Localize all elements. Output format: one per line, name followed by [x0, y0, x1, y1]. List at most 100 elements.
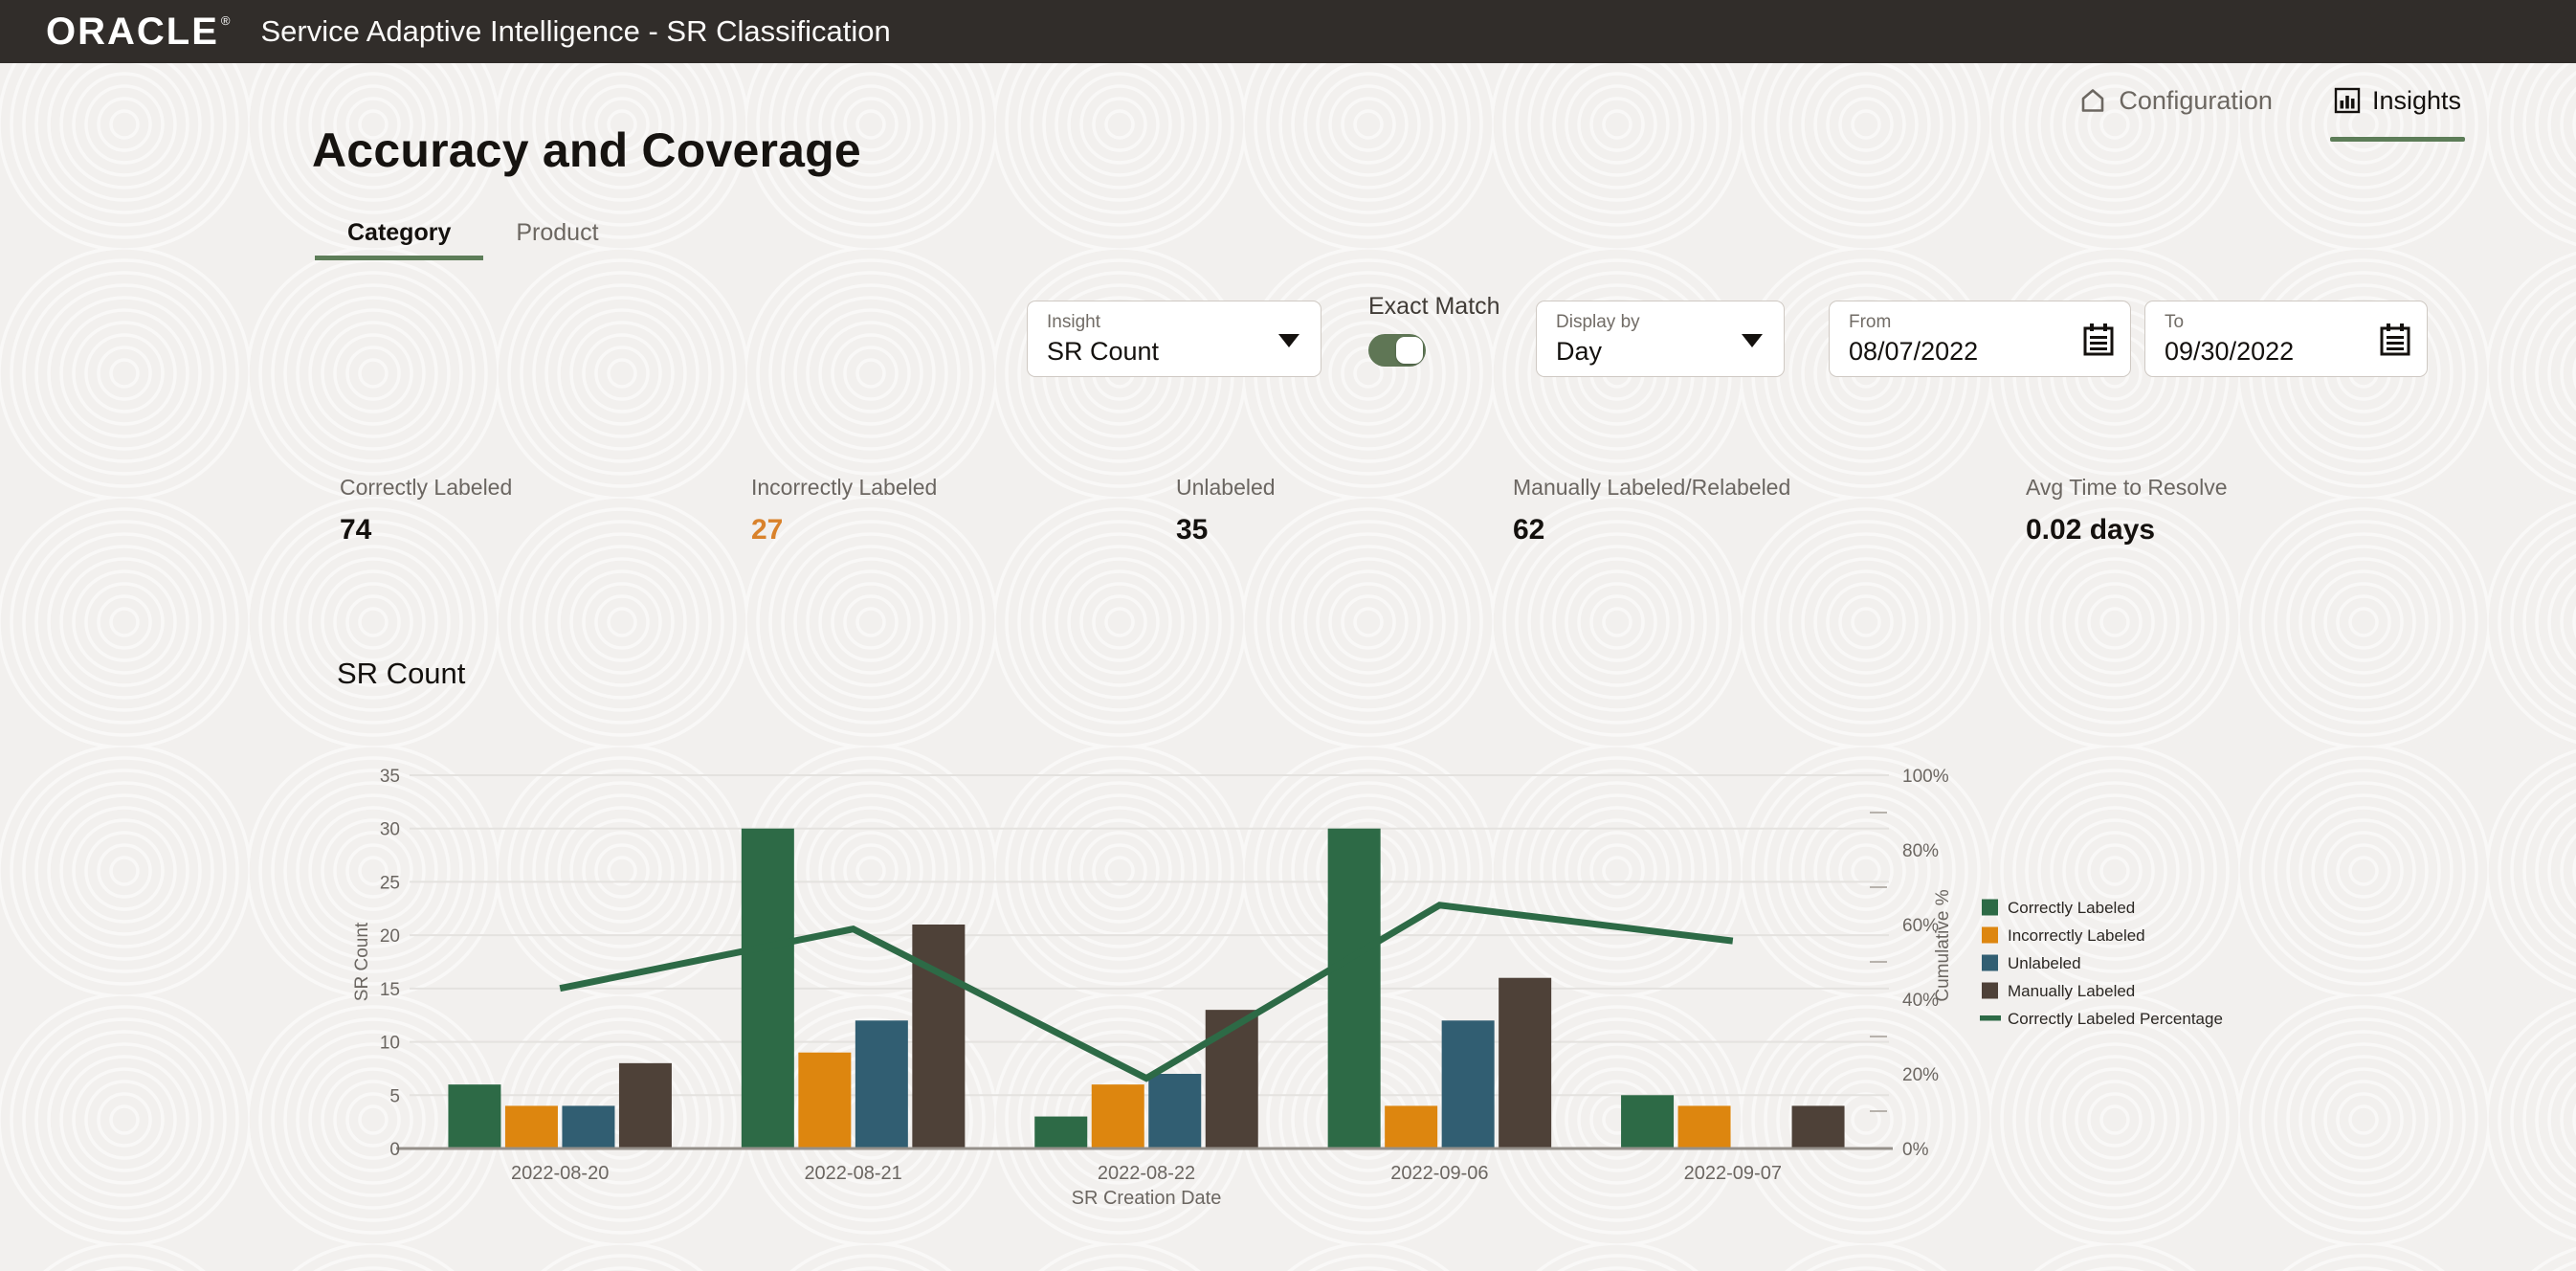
y-axis-right-tick-label: 20%	[1902, 1065, 1939, 1085]
legend-item-incorrectly-labeled[interactable]: Incorrectly Labeled	[2008, 926, 2145, 945]
y-axis-right-tick-label: 40%	[1902, 991, 1939, 1011]
bar-manually-labeled-2022-08-22[interactable]	[1205, 1010, 1258, 1148]
stat-label: Incorrectly Labeled	[751, 475, 938, 500]
bar-unlabeled-2022-09-06[interactable]	[1441, 1020, 1495, 1148]
from-date-field[interactable]: From 08/07/2022	[1829, 301, 2131, 377]
to-date-value: 09/30/2022	[2165, 337, 2295, 366]
bar-correctly-labeled-2022-08-20[interactable]	[448, 1084, 501, 1148]
x-axis-category-label: 2022-08-21	[804, 1163, 901, 1184]
stat-label: Manually Labeled/Relabeled	[1513, 475, 1791, 500]
display-by-label: Display by	[1556, 312, 1640, 332]
y-axis-left-tick-label: 15	[380, 980, 400, 1000]
insight-select[interactable]: Insight SR Count	[1027, 301, 1321, 377]
bar-chart-icon	[2334, 87, 2361, 114]
legend-swatch-correctly-labeled-percentage	[1980, 1015, 2001, 1021]
page-title: Accuracy and Coverage	[312, 123, 861, 177]
nav-active-underline	[2329, 137, 2465, 142]
tab-product[interactable]: Product	[483, 207, 631, 258]
app-header: ORACLE ® Service Adaptive Intelligence -…	[0, 0, 2576, 63]
home-icon	[2082, 89, 2104, 112]
bar-correctly-labeled-2022-09-06[interactable]	[1327, 828, 1381, 1148]
bar-incorrectly-labeled-2022-08-20[interactable]	[504, 1105, 558, 1148]
nav-configuration-label: Configuration	[2119, 85, 2273, 115]
nav-insights-label: Insights	[2371, 85, 2461, 115]
nav-configuration[interactable]: Configuration	[2078, 77, 2273, 124]
trend-line-correctly-labeled-percentage[interactable]	[559, 902, 1734, 1082]
app-title: Service Adaptive Intelligence - SR Class…	[260, 14, 891, 48]
stat-incorrectly-labeled: Incorrectly Labeled 27	[751, 475, 937, 546]
tab-category[interactable]: Category	[315, 207, 484, 260]
y-axis-right-tick-label: 100%	[1902, 767, 1949, 787]
to-date-label: To	[2165, 312, 2185, 332]
bar-manually-labeled-2022-08-21[interactable]	[912, 925, 966, 1148]
stat-value: 62	[1513, 514, 1545, 546]
exact-match-toggle[interactable]	[1368, 334, 1426, 367]
bar-incorrectly-labeled-2022-09-06[interactable]	[1385, 1105, 1438, 1148]
tab-active-underline	[315, 256, 484, 260]
y-axis-right-tick-label: 0%	[1902, 1140, 1929, 1160]
legend-item-correctly-labeled[interactable]: Correctly Labeled	[2008, 899, 2135, 917]
toggle-knob	[1396, 337, 1423, 364]
bar-unlabeled-2022-08-21[interactable]	[855, 1020, 908, 1148]
stat-correctly-labeled: Correctly Labeled 74	[340, 475, 512, 546]
tab-bar: Category Product	[315, 207, 632, 260]
insight-select-label: Insight	[1047, 312, 1100, 332]
legend-swatch-manually-labeled	[1982, 982, 1998, 999]
y-axis-right-tick-label: 60%	[1902, 916, 1939, 936]
y-axis-left-tick-label: 25	[380, 873, 400, 893]
bar-incorrectly-labeled-2022-08-22[interactable]	[1091, 1084, 1144, 1148]
bar-unlabeled-2022-08-20[interactable]	[562, 1105, 615, 1148]
legend-item-manually-labeled[interactable]: Manually Labeled	[2008, 982, 2135, 1000]
exact-match-label: Exact Match	[1368, 293, 1500, 320]
calendar-icon[interactable]	[2082, 323, 2115, 357]
y-axis-left-tick-label: 5	[389, 1086, 400, 1106]
legend-item-unlabeled[interactable]: Unlabeled	[2008, 954, 2081, 972]
insight-select-value: SR Count	[1047, 337, 1160, 366]
stat-value: 74	[340, 514, 372, 546]
y-axis-left-tick-label: 20	[380, 926, 400, 947]
x-axis-category-label: 2022-09-06	[1390, 1163, 1488, 1184]
legend-swatch-incorrectly-labeled	[1982, 926, 1998, 944]
bar-incorrectly-labeled-2022-08-21[interactable]	[798, 1052, 852, 1148]
bar-unlabeled-2022-08-22[interactable]	[1148, 1074, 1202, 1148]
oracle-logo-text: ORACLE	[46, 11, 219, 53]
stat-value: 0.02 days	[2026, 514, 2156, 546]
display-by-value: Day	[1556, 337, 1603, 366]
top-nav: Configuration Insights	[2078, 77, 2465, 144]
y-axis-left-tick-label: 0	[389, 1140, 400, 1160]
nav-insights[interactable]: Insights	[2329, 77, 2465, 142]
x-axis-category-label: 2022-08-20	[511, 1163, 609, 1184]
legend-swatch-correctly-labeled	[1982, 899, 1998, 916]
bar-incorrectly-labeled-2022-09-07[interactable]	[1677, 1105, 1731, 1148]
bar-correctly-labeled-2022-08-22[interactable]	[1034, 1116, 1088, 1148]
stat-value: 35	[1176, 514, 1209, 546]
to-date-field[interactable]: To 09/30/2022	[2144, 301, 2428, 377]
stat-manually-labeled: Manually Labeled/Relabeled 62	[1513, 475, 1790, 546]
chart-section-title: SR Count	[337, 657, 466, 690]
y-axis-right-tick-label: 80%	[1902, 841, 1939, 861]
stat-unlabeled: Unlabeled 35	[1176, 475, 1276, 546]
stat-value: 27	[751, 514, 784, 546]
registered-mark: ®	[220, 13, 231, 28]
x-axis-category-label: 2022-08-22	[1098, 1163, 1195, 1184]
bar-manually-labeled-2022-08-20[interactable]	[618, 1062, 672, 1148]
y-axis-left-tick-label: 30	[380, 820, 400, 840]
x-axis-category-label: 2022-09-07	[1684, 1163, 1782, 1184]
exact-match-control: Exact Match	[1368, 293, 1500, 367]
display-by-select[interactable]: Display by Day	[1536, 301, 1785, 377]
tab-category-label: Category	[347, 219, 452, 246]
from-date-value: 08/07/2022	[1849, 337, 1979, 366]
legend-item-correctly-labeled-percentage[interactable]: Correctly Labeled Percentage	[2008, 1010, 2223, 1028]
bar-correctly-labeled-2022-09-07[interactable]	[1621, 1095, 1675, 1148]
from-date-label: From	[1849, 312, 1892, 332]
stat-label: Unlabeled	[1176, 475, 1276, 500]
chevron-down-icon	[1742, 334, 1763, 347]
y-axis-left-title: SR Count	[352, 922, 372, 1001]
bar-manually-labeled-2022-09-06[interactable]	[1499, 977, 1552, 1148]
bar-correctly-labeled-2022-08-21[interactable]	[741, 828, 794, 1148]
bar-manually-labeled-2022-09-07[interactable]	[1791, 1105, 1845, 1148]
calendar-icon[interactable]	[2379, 323, 2411, 357]
